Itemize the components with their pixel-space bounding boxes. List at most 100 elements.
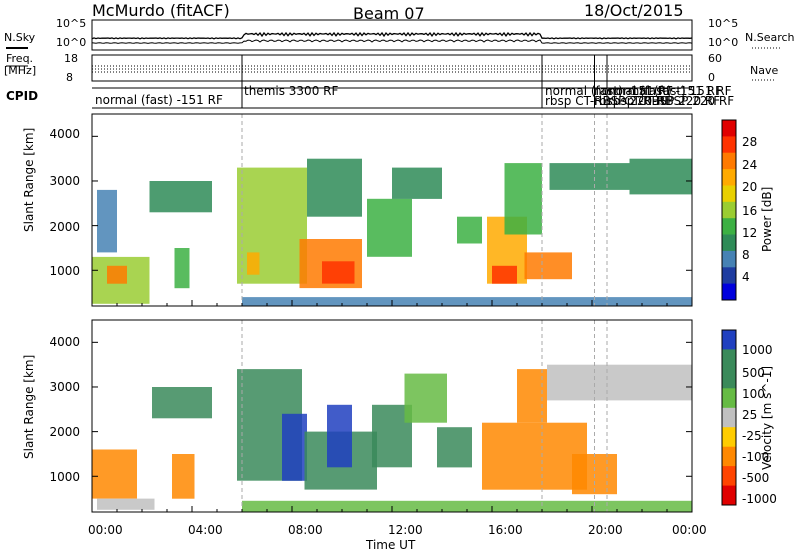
nsky-trace	[91, 31, 693, 40]
velocity-y-label: Slant Range [km]	[22, 354, 36, 459]
power-region-16	[524, 252, 572, 280]
power-cb-tick-28: 28	[742, 135, 758, 149]
vel-cb-tick-m1000: -1000	[742, 492, 777, 506]
beam-title: Beam 07	[353, 4, 425, 23]
power-cb-tick-8: 8	[742, 248, 750, 262]
power-region-9	[307, 158, 362, 217]
power-cb-seg-9	[722, 267, 736, 285]
nave-tick-low: 0	[708, 71, 715, 84]
cpid-seg-normal-2: normal (fast) -151 RF	[545, 84, 673, 98]
freq-panel-frame	[91, 54, 693, 82]
velocity-region-3	[152, 387, 212, 419]
vel-cb-tick-m25: -25	[742, 429, 762, 443]
power-cb-tick-24: 24	[742, 158, 758, 172]
vel-cb-tick-500: 500	[742, 366, 765, 380]
x-tick-2: 08:00	[288, 523, 323, 537]
nsearch-trace	[91, 39, 693, 44]
power-cb-seg-4	[722, 185, 736, 203]
vel-cb-tick-m500: -500	[742, 471, 770, 485]
power-cb-tick-4: 4	[742, 270, 750, 284]
power-region-19	[242, 297, 692, 306]
power-cb-seg-10	[722, 283, 736, 301]
power-cb-seg-1	[722, 136, 736, 154]
velocity-cb-label: Velocity [m s^-1]	[760, 365, 774, 470]
power-cb-label: Power [dB]	[760, 186, 774, 252]
freq-tick-high: 18	[64, 52, 78, 65]
velocity-region-15	[242, 500, 692, 512]
x-tick-0: 00:00	[88, 523, 123, 537]
nsky-label: N.Sky	[4, 31, 36, 44]
cpid-seg-rbsp-2: rbsp CT-RBSP 220 RF	[594, 94, 721, 108]
freq-label-1: Freq.	[6, 52, 34, 65]
nave-label: Nave	[750, 64, 779, 77]
velocity-region-5	[282, 413, 307, 481]
velocity-cb-seg-0	[722, 330, 736, 350]
velocity-cb-seg-4	[722, 407, 736, 428]
power-cb-tick-12: 12	[742, 226, 758, 240]
x-tick-1: 04:00	[188, 523, 223, 537]
cpid-label: CPID	[6, 89, 39, 103]
power-cb-seg-8	[722, 250, 736, 268]
velocity-ytick-1000: 1000	[49, 470, 80, 484]
x-tick-4: 16:00	[488, 523, 523, 537]
velocity-ytick-3000: 3000	[49, 380, 80, 394]
nsearch-tick-low: 10^0	[708, 36, 739, 49]
freq-label-2: [MHz]	[4, 64, 37, 77]
cpid-seg-rbsp-1: rbsp CT-RBSP 220 RF	[545, 94, 672, 108]
power-cb-seg-2	[722, 152, 736, 170]
power-cb-tick-20: 20	[742, 180, 758, 194]
velocity-region-0	[92, 449, 137, 499]
cpid-seg-normal-1: normal (fast) -151 RF	[95, 93, 223, 107]
velocity-region-2	[172, 454, 195, 499]
power-cb-frame	[721, 119, 737, 301]
x-tick-5: 20:00	[588, 523, 623, 537]
power-ytick-2000: 2000	[49, 220, 80, 234]
velocity-cb-seg-8	[722, 485, 736, 506]
power-region-15	[504, 163, 542, 235]
power-region-2	[97, 189, 117, 253]
power-y-label: Slant Range [km]	[22, 127, 36, 232]
velocity-region-11	[482, 422, 587, 490]
velocity-cb-frame	[721, 329, 737, 506]
vel-cb-tick-25: 25	[742, 408, 758, 422]
nsearch-label: N.Search	[745, 31, 795, 44]
velocity-region-1	[97, 498, 155, 510]
velocity-cb-seg-5	[722, 427, 736, 448]
power-region-3	[149, 181, 212, 213]
power-ytick-4000: 4000	[49, 127, 80, 141]
power-region-8	[322, 261, 355, 284]
nsky-tick-high: 10^5	[56, 17, 87, 30]
power-cb-seg-3	[722, 169, 736, 186]
velocity-cb-seg-1	[722, 349, 736, 370]
velocity-cb-seg-7	[722, 466, 736, 486]
cpid-seg-normal-3: normal (fast) -151 RF	[594, 84, 722, 98]
date-title: 18/Oct/2015	[584, 1, 684, 20]
cpid-seg-normal-4: normal (fast) 151 RF	[608, 84, 732, 98]
power-region-18	[629, 158, 692, 195]
power-region-14	[492, 265, 517, 284]
power-region-12	[457, 216, 482, 244]
nsearch-tick-high: 10^5	[708, 17, 739, 30]
vel-cb-tick-1000: 1000	[742, 343, 773, 357]
power-region-10	[367, 198, 412, 257]
freq-tick-low: 8	[66, 71, 73, 84]
power-cb-seg-6	[722, 218, 736, 236]
power-region-11	[392, 167, 442, 199]
velocity-region-9	[404, 373, 447, 423]
velocity-region-10	[437, 427, 472, 468]
power-cb-seg-7	[722, 234, 736, 252]
power-cb-seg-0	[722, 120, 736, 137]
nsky-panel-frame	[91, 19, 693, 51]
power-cb-seg-5	[722, 201, 736, 219]
power-region-1	[107, 265, 127, 284]
power-region-4	[174, 248, 190, 289]
velocity-cb-seg-6	[722, 446, 736, 467]
cpid-seg-themis: themis 3300 RF	[244, 84, 339, 98]
nsky-tick-low: 10^0	[56, 36, 87, 49]
power-region-6	[247, 252, 260, 275]
velocity-ytick-2000: 2000	[49, 425, 80, 439]
velocity-cb-seg-3	[722, 388, 736, 409]
nave-tick-high: 60	[708, 52, 722, 65]
power-region-17	[549, 163, 630, 190]
